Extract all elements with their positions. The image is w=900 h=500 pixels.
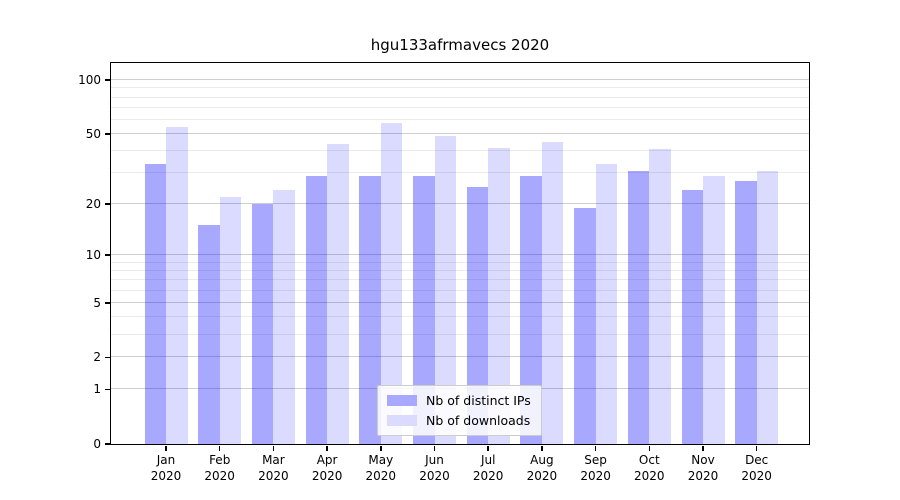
y-tick-mark <box>104 203 110 205</box>
bar-nb-of-distinct-ips-jul <box>466 187 489 444</box>
legend: Nb of distinct IPs Nb of downloads <box>377 385 542 436</box>
y-tick-mark <box>104 443 110 445</box>
y-tick-mark <box>104 388 110 391</box>
y-tick-mark <box>104 254 110 256</box>
gridline-major <box>111 301 809 303</box>
y-tick-label: 100 <box>78 73 101 88</box>
gridline-minor <box>111 172 809 174</box>
x-tick-label: Oct 2020 <box>634 453 665 483</box>
gridline-minor <box>111 96 809 98</box>
y-tick-label: 5 <box>93 295 101 310</box>
gridline-major <box>111 133 809 135</box>
bar-nb-of-distinct-ips-jan <box>144 163 166 444</box>
y-tick-mark <box>104 302 110 304</box>
x-tick-mark <box>541 445 543 451</box>
y-tick-label: 0 <box>93 437 101 451</box>
gridline-minor <box>111 279 809 281</box>
gridline-minor <box>111 118 809 120</box>
x-tick-mark <box>702 445 704 451</box>
legend-swatch-nb-of-downloads <box>387 415 417 426</box>
bar-nb-of-downloads-nov <box>703 175 725 444</box>
bar-nb-of-downloads-dec <box>756 170 779 444</box>
y-tick-label: 50 <box>85 127 101 142</box>
x-tick-mark <box>272 445 275 451</box>
legend-item: Nb of downloads <box>387 413 531 428</box>
bar-nb-of-downloads-oct <box>649 149 671 444</box>
bar-nb-of-downloads-jul <box>488 147 510 444</box>
bar-nb-of-downloads-sep <box>595 163 618 444</box>
x-tick-label: Mar 2020 <box>258 453 289 483</box>
x-tick-label: Aug 2020 <box>526 453 558 483</box>
y-tick-mark <box>104 356 110 359</box>
gridline-minor <box>111 261 809 263</box>
x-tick-mark <box>594 445 597 451</box>
x-tick-mark <box>380 445 382 451</box>
x-tick-mark <box>218 445 221 451</box>
bar-nb-of-downloads-apr <box>327 143 349 444</box>
gridline-major <box>111 356 809 358</box>
y-tick-label: 1 <box>93 382 101 397</box>
x-tick-label: Apr 2020 <box>311 453 343 483</box>
legend-item: Nb of distinct IPs <box>387 393 531 408</box>
bar-nb-of-distinct-ips-nov <box>681 190 703 444</box>
y-tick-label: 10 <box>85 248 101 262</box>
gridline-minor <box>111 150 809 152</box>
bar-nb-of-downloads-jan <box>166 126 188 444</box>
chart-title: hgu133afrmavecs 2020 <box>370 36 550 54</box>
legend-label: Nb of downloads <box>426 413 531 428</box>
gridline-minor <box>111 289 809 291</box>
bar-nb-of-downloads-may <box>380 122 403 444</box>
y-tick-label: 2 <box>93 350 101 365</box>
bar-nb-of-downloads-mar <box>273 190 295 444</box>
bar-nb-of-distinct-ips-mar <box>251 204 274 444</box>
bar-nb-of-distinct-ips-sep <box>574 207 596 444</box>
bar-nb-of-downloads-jun <box>434 135 456 444</box>
x-tick-label: Jan 2020 <box>150 453 182 483</box>
plot-area: 0 1 2 5 10 20 50 100 Jan 2020 Feb 2020 Mar 2020 Apr… <box>78 62 810 483</box>
bar-nb-of-distinct-ips-apr <box>305 175 328 444</box>
bar-nb-of-distinct-ips-feb <box>198 225 220 444</box>
x-tick-mark <box>487 445 489 451</box>
bar-nb-of-distinct-ips-jun <box>413 175 435 444</box>
x-tick-label: May 2020 <box>365 453 397 483</box>
gridline-major <box>111 79 809 81</box>
bar-nb-of-distinct-ips-aug <box>520 175 542 444</box>
x-tick-label: Sep 2020 <box>580 453 611 483</box>
bar-nb-of-distinct-ips-dec <box>735 181 757 444</box>
bar-nb-of-distinct-ips-oct <box>627 170 650 444</box>
gridline-minor <box>111 269 809 271</box>
bar-nb-of-distinct-ips-may <box>359 175 381 444</box>
y-tick-mark <box>104 79 110 81</box>
bar-nb-of-downloads-aug <box>541 142 564 444</box>
x-tick-mark <box>648 445 651 451</box>
bar-nb-of-downloads-feb <box>219 196 242 444</box>
legend-label: Nb of distinct IPs <box>426 393 531 408</box>
y-tick-mark <box>104 133 110 135</box>
x-tick-mark <box>433 445 436 451</box>
x-tick-mark <box>165 445 167 451</box>
x-tick-label: Jul 2020 <box>472 453 504 483</box>
gridline-major <box>111 203 809 205</box>
gridline-minor <box>111 87 809 89</box>
legend-swatch-nb-of-distinct-ips <box>387 395 417 406</box>
gridline-minor <box>111 333 809 335</box>
y-tick-label: 20 <box>85 197 101 212</box>
x-tick-label: Dec 2020 <box>741 453 772 483</box>
x-tick-label: Nov 2020 <box>687 453 719 483</box>
gridline-minor <box>111 107 809 108</box>
x-tick-mark <box>326 445 328 451</box>
gridline-minor <box>111 316 809 318</box>
gridline-major <box>111 254 809 255</box>
x-tick-mark <box>755 445 758 451</box>
x-tick-label: Feb 2020 <box>204 453 235 483</box>
x-tick-label: Jun 2020 <box>419 453 450 483</box>
